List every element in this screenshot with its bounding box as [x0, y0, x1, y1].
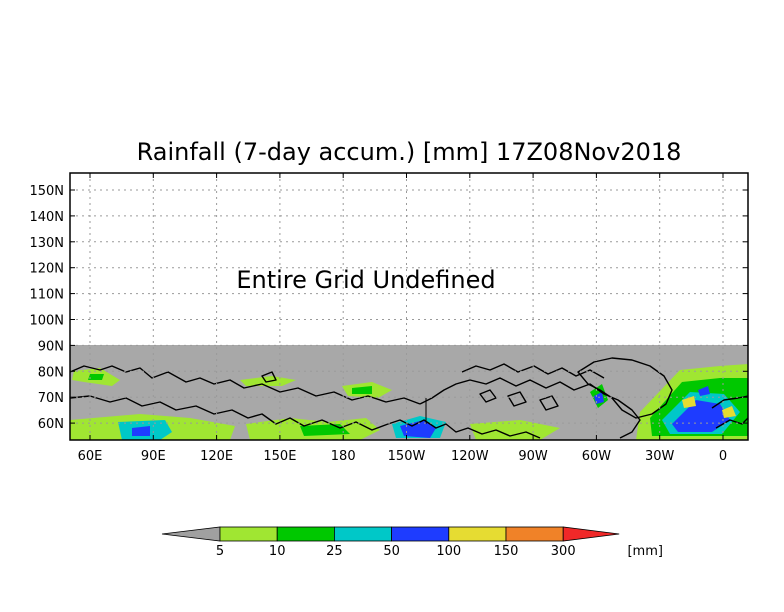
- colorbar-label: 10: [269, 544, 286, 559]
- lon-tick-label: 90E: [141, 449, 166, 464]
- rain-patch: [470, 420, 560, 440]
- lat-tick-label: 140N: [29, 210, 64, 225]
- coastlines: [69, 357, 749, 439]
- colorbar-swatch: [276, 526, 335, 542]
- coastline-archipelago: [461, 363, 605, 379]
- colorbar-swatch: [333, 526, 392, 542]
- lat-tick-label: 100N: [29, 314, 64, 329]
- coastline-alaska: [387, 419, 541, 439]
- latitude-ticks: 150N 140N 130N 120N 110N 100N 90N 80N 70N 60N: [29, 184, 748, 432]
- lon-tick-label: 120W: [451, 449, 489, 464]
- coastline-greenland: [577, 357, 673, 419]
- rain-patch: [698, 386, 710, 396]
- lon-tick-label: 90W: [518, 449, 548, 464]
- rain-patch: [88, 374, 104, 380]
- lon-tick-label: 180: [331, 449, 356, 464]
- lon-tick-label: 30W: [645, 449, 675, 464]
- lon-tick-label: 150W: [388, 449, 426, 464]
- lon-tick-label: 120E: [200, 449, 233, 464]
- lat-tick-label: 120N: [29, 262, 64, 277]
- rain-patch: [132, 426, 150, 436]
- colorbar-swatch: [391, 526, 450, 542]
- colorbar-label: 300: [551, 544, 576, 559]
- coastline-islands: [261, 371, 559, 411]
- lat-tick-label: 90N: [38, 339, 64, 354]
- lon-tick-label: 60W: [582, 449, 612, 464]
- map-title: Rainfall (7-day accum.) [mm] 17Z08Nov201…: [137, 138, 682, 166]
- colorbar-label: 100: [436, 544, 461, 559]
- rain-patch: [672, 400, 730, 432]
- colorbar-swatch: [448, 526, 507, 542]
- lon-tick-label: 0: [719, 449, 727, 464]
- rain-patch: [682, 396, 696, 408]
- lat-tick-label: 130N: [29, 236, 64, 251]
- undefined-grid-annotation: Entire Grid Undefined: [236, 266, 495, 294]
- colorbar-label: 150: [494, 544, 519, 559]
- lon-tick-label: 60E: [78, 449, 103, 464]
- lat-tick-label: 150N: [29, 184, 64, 199]
- colorbar-swatch: [505, 526, 564, 542]
- map-panel: 150N 140N 130N 120N 110N 100N 90N 80N 70N 60N 60E…: [29, 172, 749, 464]
- colorbar-label: 25: [326, 544, 343, 559]
- colorbar-swatch-low: [161, 526, 221, 542]
- rain-patch: [722, 406, 736, 418]
- colorbar: 5 10 25 50 100 150 300 [mm]: [161, 526, 663, 559]
- lat-tick-label: 70N: [38, 391, 64, 406]
- longitude-ticks: 60E 90E 120E 150E 180 150W 120W 90W 60W 30W 0: [78, 173, 727, 464]
- gridlines: [70, 173, 748, 440]
- lat-tick-label: 110N: [29, 288, 64, 303]
- coastline-eurasia: [69, 365, 421, 405]
- colorbar-swatch-high: [562, 526, 620, 542]
- colorbar-label: 50: [383, 544, 400, 559]
- colorbar-swatch: [219, 526, 278, 542]
- lat-tick-label: 80N: [38, 365, 64, 380]
- coastline-america: [419, 377, 641, 439]
- lon-tick-label: 150E: [263, 449, 296, 464]
- colorbar-label: 5: [216, 544, 224, 559]
- coastline-eurasia-south: [69, 395, 389, 431]
- rain-patch: [352, 386, 372, 394]
- colorbar-unit: [mm]: [627, 544, 662, 559]
- map-frame: [69, 172, 749, 441]
- lat-tick-label: 60N: [38, 417, 64, 432]
